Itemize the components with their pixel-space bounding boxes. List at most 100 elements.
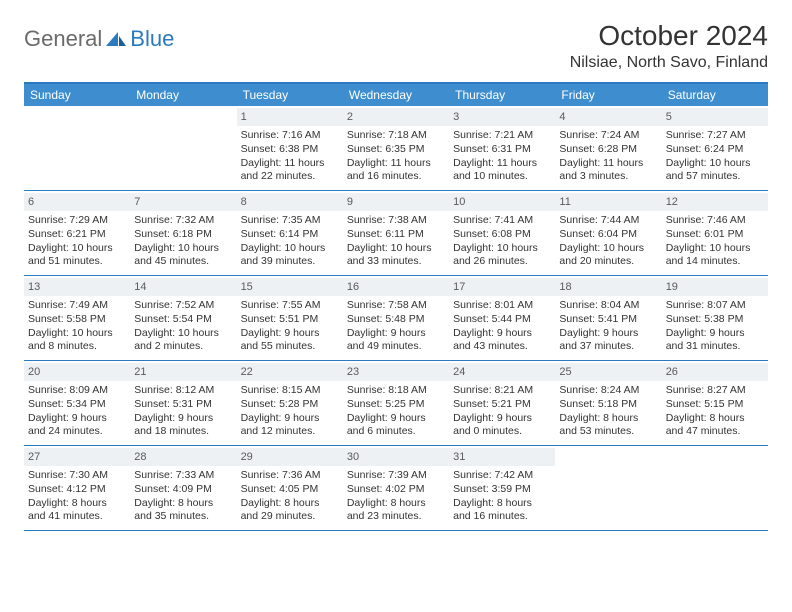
day-number: 27 [24, 448, 130, 466]
sunset-text: Sunset: 5:44 PM [453, 313, 551, 327]
sunrise-text: Sunrise: 7:52 AM [134, 299, 232, 313]
sunset-text: Sunset: 5:28 PM [241, 398, 339, 412]
daylight-text: and 6 minutes. [347, 425, 445, 439]
daylight-text: Daylight: 10 hours [241, 242, 339, 256]
daylight-text: Daylight: 9 hours [453, 412, 551, 426]
day-cell: 20Sunrise: 8:09 AMSunset: 5:34 PMDayligh… [24, 361, 130, 445]
sunrise-text: Sunrise: 7:21 AM [453, 129, 551, 143]
day-header: Saturday [662, 84, 768, 106]
daylight-text: Daylight: 9 hours [241, 327, 339, 341]
daylight-text: Daylight: 9 hours [347, 412, 445, 426]
day-number: 1 [237, 108, 343, 126]
day-cell: 31Sunrise: 7:42 AMSunset: 3:59 PMDayligh… [449, 446, 555, 530]
daylight-text: Daylight: 8 hours [347, 497, 445, 511]
sunrise-text: Sunrise: 8:01 AM [453, 299, 551, 313]
day-number: 18 [555, 278, 661, 296]
day-cell: 4Sunrise: 7:24 AMSunset: 6:28 PMDaylight… [555, 106, 661, 190]
day-header: Friday [555, 84, 661, 106]
day-number: 9 [343, 193, 449, 211]
sunset-text: Sunset: 5:21 PM [453, 398, 551, 412]
sunset-text: Sunset: 6:08 PM [453, 228, 551, 242]
sunrise-text: Sunrise: 7:41 AM [453, 214, 551, 228]
daylight-text: and 29 minutes. [241, 510, 339, 524]
day-number: 5 [662, 108, 768, 126]
calendar-page: General Blue October 2024 Nilsiae, North… [0, 0, 792, 543]
daylight-text: and 16 minutes. [347, 170, 445, 184]
day-number: 2 [343, 108, 449, 126]
day-number: 12 [662, 193, 768, 211]
day-cell: 26Sunrise: 8:27 AMSunset: 5:15 PMDayligh… [662, 361, 768, 445]
sunset-text: Sunset: 6:04 PM [559, 228, 657, 242]
day-number: 24 [449, 363, 555, 381]
sunset-text: Sunset: 6:24 PM [666, 143, 764, 157]
header: General Blue October 2024 Nilsiae, North… [24, 20, 768, 72]
sunset-text: Sunset: 4:12 PM [28, 483, 126, 497]
daylight-text: Daylight: 11 hours [453, 157, 551, 171]
day-number: 28 [130, 448, 236, 466]
day-cell: 9Sunrise: 7:38 AMSunset: 6:11 PMDaylight… [343, 191, 449, 275]
sunset-text: Sunset: 3:59 PM [453, 483, 551, 497]
day-number: 7 [130, 193, 236, 211]
day-cell: 6Sunrise: 7:29 AMSunset: 6:21 PMDaylight… [24, 191, 130, 275]
day-cell: 10Sunrise: 7:41 AMSunset: 6:08 PMDayligh… [449, 191, 555, 275]
daylight-text: and 41 minutes. [28, 510, 126, 524]
day-cell [130, 106, 236, 190]
sunrise-text: Sunrise: 8:12 AM [134, 384, 232, 398]
sunrise-text: Sunrise: 7:38 AM [347, 214, 445, 228]
day-cell: 25Sunrise: 8:24 AMSunset: 5:18 PMDayligh… [555, 361, 661, 445]
day-cell: 11Sunrise: 7:44 AMSunset: 6:04 PMDayligh… [555, 191, 661, 275]
daylight-text: Daylight: 10 hours [666, 157, 764, 171]
daylight-text: and 33 minutes. [347, 255, 445, 269]
daylight-text: Daylight: 10 hours [28, 327, 126, 341]
daylight-text: Daylight: 11 hours [347, 157, 445, 171]
sunset-text: Sunset: 6:14 PM [241, 228, 339, 242]
day-cell [555, 446, 661, 530]
sunrise-text: Sunrise: 7:46 AM [666, 214, 764, 228]
day-number: 13 [24, 278, 130, 296]
daylight-text: and 8 minutes. [28, 340, 126, 354]
sunrise-text: Sunrise: 8:24 AM [559, 384, 657, 398]
sunrise-text: Sunrise: 7:49 AM [28, 299, 126, 313]
day-number: 29 [237, 448, 343, 466]
sunset-text: Sunset: 6:38 PM [241, 143, 339, 157]
calendar: SundayMondayTuesdayWednesdayThursdayFrid… [24, 82, 768, 531]
day-number: 20 [24, 363, 130, 381]
logo-sail-icon [104, 30, 128, 48]
daylight-text: and 35 minutes. [134, 510, 232, 524]
day-number: 26 [662, 363, 768, 381]
day-header: Wednesday [343, 84, 449, 106]
daylight-text: and 22 minutes. [241, 170, 339, 184]
sunset-text: Sunset: 4:09 PM [134, 483, 232, 497]
daylight-text: and 51 minutes. [28, 255, 126, 269]
daylight-text: and 53 minutes. [559, 425, 657, 439]
week-row: 1Sunrise: 7:16 AMSunset: 6:38 PMDaylight… [24, 106, 768, 191]
daylight-text: Daylight: 9 hours [28, 412, 126, 426]
daylight-text: and 47 minutes. [666, 425, 764, 439]
day-cell: 29Sunrise: 7:36 AMSunset: 4:05 PMDayligh… [237, 446, 343, 530]
day-number: 3 [449, 108, 555, 126]
day-number: 25 [555, 363, 661, 381]
day-cell [662, 446, 768, 530]
sunrise-text: Sunrise: 7:29 AM [28, 214, 126, 228]
week-row: 6Sunrise: 7:29 AMSunset: 6:21 PMDaylight… [24, 191, 768, 276]
sunrise-text: Sunrise: 8:27 AM [666, 384, 764, 398]
day-number: 16 [343, 278, 449, 296]
sunset-text: Sunset: 6:11 PM [347, 228, 445, 242]
week-row: 13Sunrise: 7:49 AMSunset: 5:58 PMDayligh… [24, 276, 768, 361]
daylight-text: Daylight: 10 hours [28, 242, 126, 256]
day-cell: 2Sunrise: 7:18 AMSunset: 6:35 PMDaylight… [343, 106, 449, 190]
day-number: 19 [662, 278, 768, 296]
daylight-text: Daylight: 10 hours [134, 327, 232, 341]
sunset-text: Sunset: 6:28 PM [559, 143, 657, 157]
daylight-text: and 10 minutes. [453, 170, 551, 184]
day-cell: 15Sunrise: 7:55 AMSunset: 5:51 PMDayligh… [237, 276, 343, 360]
day-header-row: SundayMondayTuesdayWednesdayThursdayFrid… [24, 84, 768, 106]
sunrise-text: Sunrise: 8:09 AM [28, 384, 126, 398]
day-number: 31 [449, 448, 555, 466]
daylight-text: and 57 minutes. [666, 170, 764, 184]
day-cell: 13Sunrise: 7:49 AMSunset: 5:58 PMDayligh… [24, 276, 130, 360]
day-cell: 22Sunrise: 8:15 AMSunset: 5:28 PMDayligh… [237, 361, 343, 445]
daylight-text: and 20 minutes. [559, 255, 657, 269]
sunset-text: Sunset: 5:41 PM [559, 313, 657, 327]
daylight-text: Daylight: 9 hours [347, 327, 445, 341]
